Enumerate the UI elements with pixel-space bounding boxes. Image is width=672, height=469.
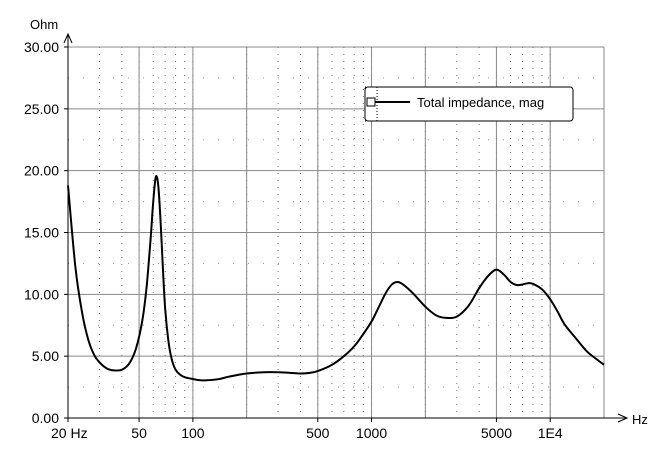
axes: Ohm Hz	[30, 17, 648, 427]
series-line-total-impedance	[67, 174, 605, 382]
tick-labels: 0.00 5.00 10.00 15.00 20.00 25.00 30.00 20 Hz 50…	[24, 39, 563, 441]
y-tick-label: 0.00	[32, 410, 59, 426]
y-tick-label: 10.00	[24, 286, 59, 302]
x-axis-arrow	[617, 413, 629, 423]
y-tick-label: 30.00	[24, 39, 59, 55]
x-tick-label: 100	[181, 425, 205, 441]
x-tick-label: 1000	[356, 425, 387, 441]
x-tick-label: 50	[131, 425, 147, 441]
legend: Total impedance, mag	[364, 86, 574, 122]
legend-marker	[366, 97, 376, 107]
y-axis-arrow	[63, 32, 73, 44]
legend-label: Total impedance, mag	[417, 95, 544, 110]
x-tick-label: 5000	[481, 425, 512, 441]
x-tick-label: 20 Hz	[51, 425, 88, 441]
x-tick-label: 1E4	[538, 425, 563, 441]
x-tick-label: 500	[306, 425, 330, 441]
x-axis-label: Hz	[632, 412, 648, 427]
y-tick-label: 5.00	[32, 348, 59, 364]
y-tick-label: 15.00	[24, 225, 59, 241]
y-tick-label: 25.00	[24, 101, 59, 117]
series	[67, 174, 605, 382]
y-axis-label: Ohm	[30, 17, 58, 32]
legend-marker-frame	[364, 86, 378, 122]
y-tick-label: 20.00	[24, 163, 59, 179]
